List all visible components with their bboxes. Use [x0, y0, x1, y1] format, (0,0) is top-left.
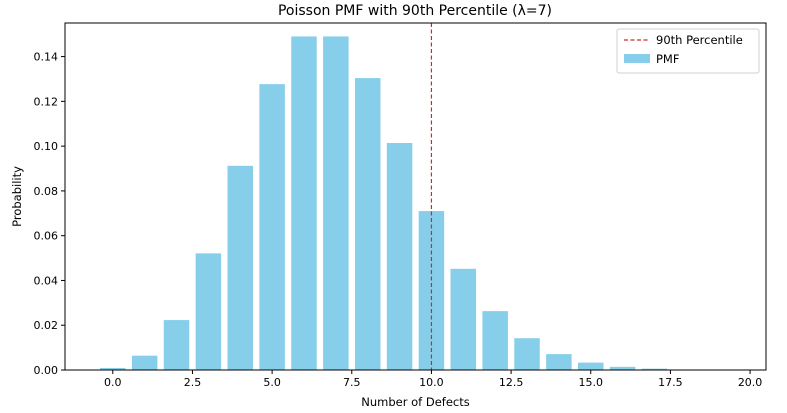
legend: 90th Percentile PMF	[616, 28, 760, 74]
y-tick-label: 0.12	[34, 95, 59, 108]
bar-16	[609, 366, 636, 370]
x-tick-label: 20.0	[738, 376, 763, 389]
x-tick-label: 0.0	[104, 376, 122, 389]
y-tick-label: 0.10	[34, 140, 59, 153]
bar-17	[641, 368, 668, 370]
bar-0	[100, 367, 126, 370]
y-tick-label: 0.02	[34, 319, 59, 332]
legend-pmf-swatch	[624, 54, 650, 63]
bar-14	[546, 354, 572, 370]
x-axis-ticks: 0.0 2.5 5.0 7.5 10.0 12.5 15.0 17.5 20.0	[104, 370, 762, 389]
bar-15	[578, 362, 604, 370]
bar-11	[450, 268, 477, 370]
legend-percentile-label: 90th Percentile	[656, 33, 743, 47]
bar-8	[354, 78, 381, 370]
legend-pmf-label: PMF	[656, 52, 679, 66]
y-axis-ticks: 0.00 0.02 0.04 0.06 0.08 0.10 0.12 0.14	[34, 51, 65, 377]
bar-9	[386, 142, 413, 370]
y-axis-label: Probability	[10, 166, 24, 227]
chart-title: Poisson PMF with 90th Percentile (λ=7)	[278, 3, 552, 19]
x-tick-label: 5.0	[263, 376, 281, 389]
legend-box	[616, 28, 760, 74]
bar-5	[259, 84, 285, 371]
bar-1	[131, 355, 158, 370]
y-tick-label: 0.04	[34, 274, 59, 287]
x-tick-label: 7.5	[343, 376, 361, 389]
bar-6	[291, 36, 317, 371]
y-tick-label: 0.14	[34, 51, 59, 64]
y-tick-label: 0.06	[34, 230, 59, 243]
bar-2	[163, 320, 190, 370]
bar-7	[323, 36, 349, 371]
bar-13	[514, 338, 540, 370]
bar-4	[227, 165, 253, 370]
plot-frame	[64, 22, 767, 371]
y-tick-label: 0.00	[34, 364, 59, 377]
x-axis-label: Number of Defects	[361, 395, 469, 409]
x-tick-label: 10.0	[419, 376, 444, 389]
bars-group	[100, 36, 731, 371]
x-tick-label: 12.5	[499, 376, 524, 389]
bar-12	[482, 311, 508, 370]
x-tick-label: 17.5	[658, 376, 683, 389]
x-tick-label: 2.5	[184, 376, 202, 389]
bar-3	[195, 253, 222, 370]
x-tick-label: 15.0	[579, 376, 604, 389]
y-tick-label: 0.08	[34, 185, 59, 198]
